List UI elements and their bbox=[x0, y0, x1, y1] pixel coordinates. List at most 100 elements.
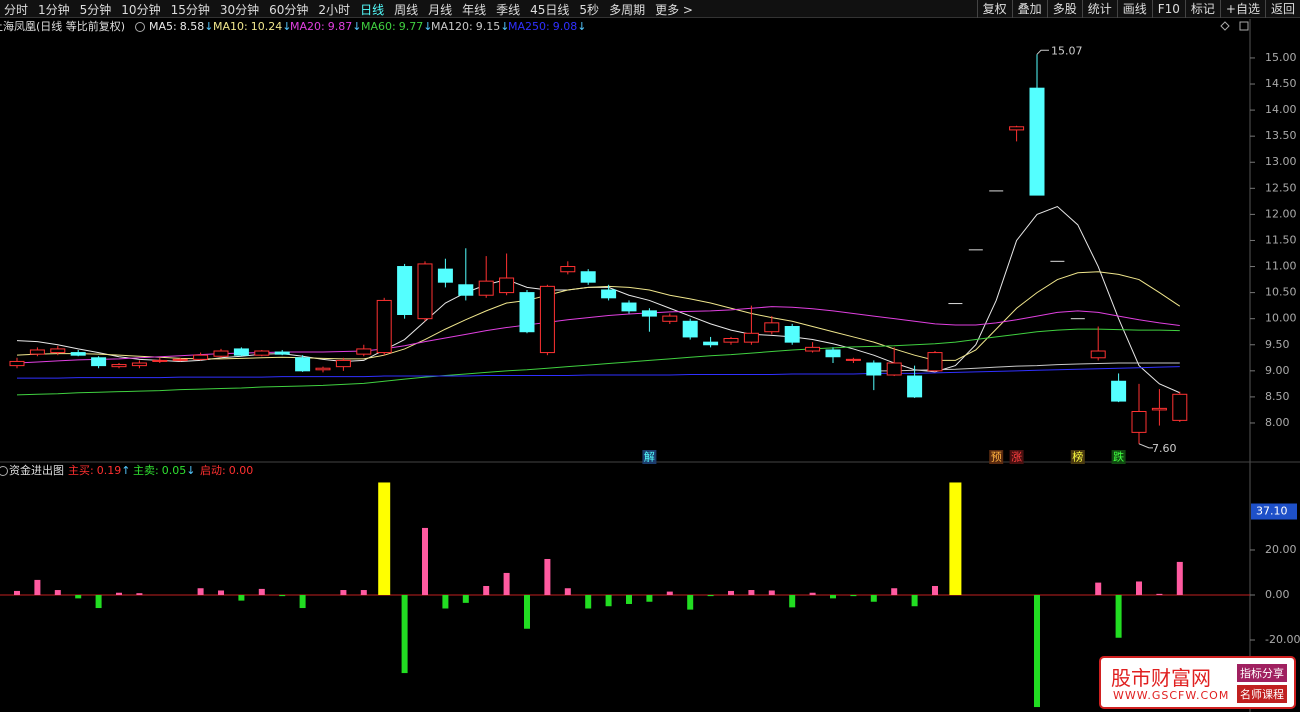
period-tab[interactable]: 30分钟 bbox=[219, 3, 260, 17]
ma-line bbox=[16, 328, 1180, 396]
flow-bar bbox=[932, 585, 938, 595]
period-tab[interactable]: 60分钟 bbox=[269, 3, 309, 17]
low-label: 7.60 bbox=[1152, 442, 1177, 455]
candle-body bbox=[478, 280, 494, 296]
candle-body bbox=[193, 354, 209, 360]
settings-icon[interactable] bbox=[0, 466, 8, 476]
flow-bar bbox=[378, 482, 391, 595]
flow-bar bbox=[75, 594, 82, 599]
legend-value: 9.15 bbox=[476, 20, 501, 33]
legend-name: MA120: bbox=[431, 20, 473, 33]
candle-body bbox=[50, 348, 66, 354]
candle-body bbox=[866, 362, 882, 376]
value-marker-label: 37.10 bbox=[1256, 505, 1288, 518]
y-tick-label: 9.50 bbox=[1265, 338, 1290, 351]
y-tick-label: 13.00 bbox=[1265, 155, 1297, 168]
y-tick-label: 12.50 bbox=[1265, 181, 1297, 194]
legend-entry: MA120: 9.15↓ bbox=[431, 20, 509, 33]
signal-bg bbox=[1070, 450, 1085, 464]
flow-bar bbox=[911, 594, 918, 607]
flow-bar bbox=[136, 593, 143, 595]
period-tab[interactable]: 45日线 bbox=[530, 3, 570, 17]
tool-button[interactable]: F10 bbox=[1151, 0, 1185, 18]
candle-body bbox=[1172, 393, 1188, 421]
settings-icon[interactable] bbox=[135, 22, 145, 32]
flow-bar bbox=[1095, 582, 1102, 595]
candle-body bbox=[70, 352, 86, 356]
flow-bar bbox=[646, 594, 653, 602]
period-tab[interactable]: 日线 bbox=[360, 3, 385, 17]
tool-button[interactable]: 统计 bbox=[1081, 0, 1117, 18]
candle-body bbox=[458, 284, 474, 296]
tool-button[interactable]: 标记 bbox=[1184, 0, 1220, 18]
legend-arrow: ↑ bbox=[121, 464, 130, 477]
tool-buttons: 复权 叠加 多股 统计 画线 F10 标记 +自选 返回 bbox=[976, 0, 1300, 18]
signal-label: 解 bbox=[644, 450, 655, 464]
tool-button[interactable]: +自选 bbox=[1219, 0, 1265, 18]
candle-body bbox=[805, 346, 821, 352]
flow-bar bbox=[544, 558, 551, 595]
period-tab[interactable]: 季线 bbox=[496, 3, 521, 17]
window-icon[interactable] bbox=[1239, 21, 1249, 31]
tool-button[interactable]: 多股 bbox=[1046, 0, 1082, 18]
period-tab[interactable]: 分时 bbox=[4, 3, 29, 17]
period-tabs: 分时 1分钟 5分钟 10分钟 15分钟 30分钟 60分钟 2小时 日线 周线 月线 年线 季线 45日… bbox=[4, 1, 693, 18]
flow-bar bbox=[340, 590, 347, 595]
flow-bar bbox=[1176, 561, 1183, 595]
legend-value: 8.58 bbox=[180, 20, 205, 33]
legend-value: 0.00 bbox=[229, 464, 254, 477]
y-tick-label: 9.00 bbox=[1265, 364, 1290, 377]
candle-body bbox=[9, 360, 25, 367]
candle-body bbox=[315, 367, 331, 371]
flow-bar bbox=[422, 527, 428, 595]
watermark-tag: 指标分享 bbox=[1237, 664, 1287, 682]
flow-bar bbox=[626, 594, 632, 604]
candle-body bbox=[356, 348, 372, 355]
legend-value: 9.87 bbox=[328, 20, 353, 33]
legend-arrow: ↓ bbox=[423, 20, 432, 33]
tool-button[interactable]: 叠加 bbox=[1011, 0, 1047, 18]
flow-bar bbox=[891, 588, 898, 595]
flow-bar bbox=[1115, 594, 1122, 638]
diamond-icon[interactable] bbox=[1220, 21, 1230, 31]
flow-bar bbox=[830, 594, 836, 599]
tool-button[interactable]: 画线 bbox=[1116, 0, 1152, 18]
period-tab[interactable]: 10分钟 bbox=[121, 3, 161, 17]
tool-button[interactable]: 复权 bbox=[976, 0, 1012, 18]
ma-line bbox=[873, 362, 1180, 372]
period-tab[interactable]: 月线 bbox=[428, 3, 453, 17]
legend-name: MA10: bbox=[213, 20, 248, 33]
period-tab[interactable]: 1分钟 bbox=[38, 3, 70, 17]
period-tab[interactable]: 5分钟 bbox=[79, 3, 112, 17]
flow-bar bbox=[949, 482, 962, 595]
legend-entry: 主买: 0.19↑ bbox=[68, 464, 130, 477]
flow-bar bbox=[1034, 594, 1040, 708]
candle-body bbox=[845, 358, 861, 361]
tool-button[interactable]: 返回 bbox=[1264, 0, 1300, 18]
period-tab[interactable]: 更多 > bbox=[655, 3, 693, 17]
period-tab[interactable]: 周线 bbox=[394, 3, 419, 17]
candle-body bbox=[907, 375, 923, 398]
flow-bar bbox=[707, 594, 714, 597]
candle-body bbox=[1029, 87, 1045, 196]
candle-body bbox=[743, 332, 759, 343]
y-tick-label: 14.50 bbox=[1265, 77, 1297, 90]
y-tick-label: 12.00 bbox=[1265, 207, 1297, 220]
indicator-title: 资金进出图 bbox=[9, 463, 64, 477]
period-tab[interactable]: 5秒 bbox=[579, 3, 600, 17]
period-tab[interactable]: 15分钟 bbox=[170, 3, 210, 17]
watermark-tag: 名师课程 bbox=[1237, 685, 1287, 703]
watermark-url: WWW.GSCFW.COM bbox=[1113, 689, 1230, 702]
flow-bar bbox=[401, 594, 408, 674]
period-tab[interactable]: 2小时 bbox=[318, 3, 351, 17]
signal-bg bbox=[642, 450, 657, 464]
ma-line bbox=[16, 306, 1180, 364]
signal-label: 预 bbox=[991, 451, 1002, 464]
period-tab[interactable]: 多周期 bbox=[609, 3, 646, 17]
legend-arrow: ↓ bbox=[204, 20, 213, 33]
flow-bar bbox=[95, 594, 102, 609]
candle-body bbox=[784, 326, 800, 343]
y-tick-label: -20.00 bbox=[1265, 633, 1300, 646]
candle-body bbox=[213, 350, 229, 357]
period-tab[interactable]: 年线 bbox=[462, 3, 487, 17]
